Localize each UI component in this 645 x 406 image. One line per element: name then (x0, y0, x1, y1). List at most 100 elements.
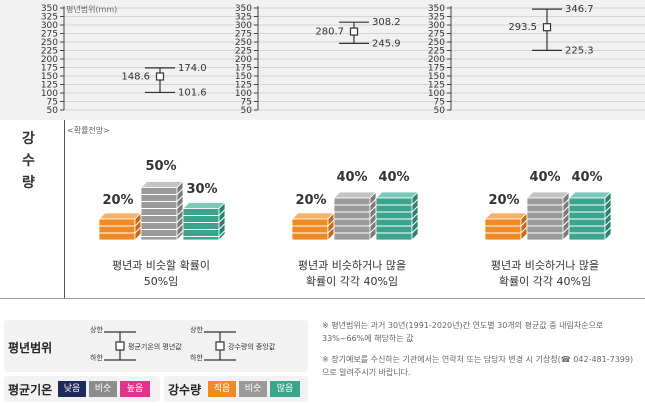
brick-line-side (218, 223, 226, 230)
mean-value-label: 148.6 (121, 71, 150, 82)
prob-outlook-label: <확률전망> (67, 126, 110, 135)
brick-line-side (176, 209, 184, 216)
y-tick-label: 200 (235, 55, 252, 65)
brick-line-side (604, 226, 612, 234)
legend-precip-title: 강수량 (168, 383, 202, 397)
range-charts: 5075100125150175200225250275300325350174… (41, 4, 645, 116)
mean-marker (542, 23, 552, 32)
y-tick-label: 150 (428, 72, 445, 82)
stack-normal (526, 191, 570, 241)
mean-value-label: 280.7 (315, 27, 344, 38)
y-tick-label: 325 (41, 13, 58, 23)
divider-vertical (64, 120, 65, 298)
y-tick-label: 125 (235, 81, 252, 91)
legend-temp-title: 평균기온 (8, 383, 53, 397)
prob-desc-1: 평년과 비슷할 확률이 50%임 (111, 259, 211, 288)
upper-value-label: 346.7 (565, 4, 594, 15)
y-tick-label: 275 (41, 30, 58, 40)
prob-below-2: 20% (295, 193, 327, 208)
brick-line-side (369, 212, 377, 220)
y-tick-label: 75 (241, 98, 252, 108)
legend-median-precip: 강수량의 중앙값 (228, 343, 276, 351)
brick-line-side (604, 205, 612, 213)
brick-face (182, 208, 220, 241)
brick-line-side (369, 219, 377, 227)
y-tick-label: 200 (428, 55, 445, 65)
lower-value-label: 225.3 (565, 45, 594, 56)
y-tick-label: 150 (41, 72, 58, 82)
y-tick-label: 225 (41, 47, 58, 57)
y-tick-label: 50 (241, 106, 253, 116)
y-tick-label: 175 (41, 64, 58, 74)
y-tick-label: 325 (428, 13, 445, 23)
brick-line-side (134, 219, 142, 227)
prob-normal-2: 40% (336, 170, 368, 185)
y-tick-label: 250 (41, 38, 58, 48)
brick-top (375, 191, 419, 199)
side-label-2: 수 (22, 153, 35, 169)
brick-line-side (218, 230, 226, 237)
brick-line-side (562, 212, 570, 220)
brick-line-side (562, 205, 570, 213)
brick-line-side (411, 198, 419, 206)
stack-below (484, 212, 528, 241)
chip-precip-similar: 비슷 (239, 381, 267, 397)
y-tick-label: 350 (235, 4, 252, 14)
y-tick-label: 75 (434, 98, 445, 108)
brick-line-side (604, 212, 612, 220)
y-tick-label: 100 (428, 89, 445, 99)
brick-line-side (562, 219, 570, 227)
brick-line-side (520, 219, 528, 227)
footnote-2: ※ 장기예보를 수신하는 기관에서는 연락처 또는 담당자 변경 시 기상청(☎… (322, 355, 634, 377)
brick-top (140, 181, 184, 188)
y-tick-label: 300 (41, 21, 58, 31)
brick-line-side (562, 198, 570, 206)
y-tick-label: 350 (41, 4, 58, 14)
y-tick-label: 125 (428, 81, 445, 91)
prob-normal-1: 50% (145, 159, 177, 174)
brick-line-side (369, 226, 377, 234)
brick-top (182, 202, 226, 209)
stack-below (98, 212, 142, 241)
chip-precip-low: 적음 (208, 381, 236, 397)
lower-value-label: 101.6 (178, 87, 207, 98)
stack-normal (333, 191, 377, 241)
prob-above-2: 40% (378, 170, 410, 185)
y-tick-label: 100 (235, 89, 252, 99)
mean-marker (155, 72, 165, 81)
y-tick-label: 225 (428, 47, 445, 57)
upper-value-label: 174.0 (178, 63, 207, 74)
brick-face (484, 218, 522, 241)
y-tick-label: 50 (47, 106, 59, 116)
brick-line-side (176, 188, 184, 195)
legend-range-glyphs (104, 331, 236, 361)
brick-face (98, 218, 136, 241)
y-tick-label: 250 (428, 38, 445, 48)
brick-line-side (327, 219, 335, 227)
y-tick-label: 150 (235, 72, 252, 82)
y-tick-label: 350 (428, 4, 445, 14)
y-tick-label: 225 (235, 47, 252, 57)
brick-line-side (411, 205, 419, 213)
y-tick-label: 50 (434, 106, 446, 116)
brick-top (291, 212, 335, 220)
mean-value-label: 293.5 (508, 22, 537, 33)
brick-line-side (604, 219, 612, 227)
y-tick-label: 250 (235, 38, 252, 48)
upper-value-label: 308.2 (372, 17, 401, 28)
y-tick-label: 200 (41, 55, 58, 65)
chip-temp-high: 높음 (120, 381, 150, 397)
chip-temp-similar: 비슷 (89, 381, 117, 397)
brick-line-side (562, 226, 570, 234)
stack-normal (140, 180, 184, 241)
brick-line-side (176, 195, 184, 202)
brick-line-side (176, 202, 184, 209)
y-tick-label: 300 (428, 21, 445, 31)
brick-line-side (218, 216, 226, 223)
y-tick-label: 300 (235, 21, 252, 31)
y-tick-label: 275 (235, 30, 252, 40)
footnote-1: ※ 평년범위는 과거 30년(1991-2020년)간 연도별 30개의 평균값… (322, 321, 604, 343)
brick-line-side (604, 198, 612, 206)
y-tick-label: 125 (41, 81, 58, 91)
prob-above-1: 30% (186, 182, 218, 197)
